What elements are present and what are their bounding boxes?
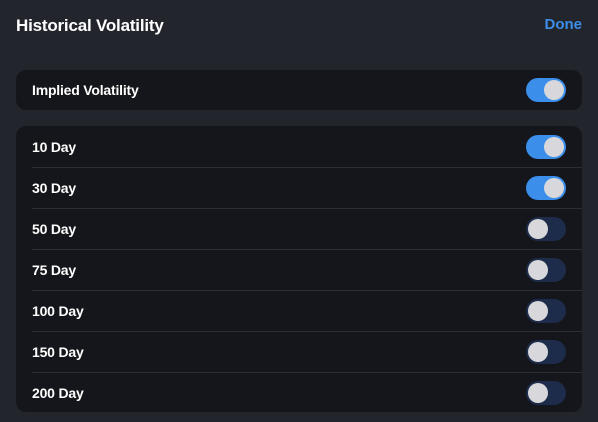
implied-volatility-toggle[interactable] [526, 78, 566, 102]
period-toggle-10-day[interactable] [526, 134, 566, 159]
page-title: Historical Volatility [16, 16, 164, 35]
period-row-75-day: 75 Day [16, 249, 582, 290]
toggle-knob [528, 259, 548, 280]
period-toggle-200-day[interactable] [526, 380, 566, 405]
period-label: 10 Day [32, 138, 76, 155]
done-button[interactable]: Done [544, 16, 583, 33]
period-row-200-day: 200 Day [16, 372, 582, 412]
period-row-10-day: 10 Day [16, 126, 582, 167]
period-label: 200 Day [32, 384, 84, 401]
period-row-30-day: 30 Day [16, 167, 582, 208]
period-row-150-day: 150 Day [16, 331, 582, 372]
implied-volatility-row: Implied Volatility [16, 70, 582, 110]
period-label: 100 Day [32, 302, 84, 319]
period-label: 50 Day [32, 220, 76, 237]
toggle-knob [528, 218, 548, 239]
period-row-50-day: 50 Day [16, 208, 582, 249]
toggle-knob [528, 382, 548, 403]
period-toggle-100-day[interactable] [526, 298, 566, 323]
period-toggle-150-day[interactable] [526, 339, 566, 364]
period-label: 150 Day [32, 343, 84, 360]
period-label: 30 Day [32, 179, 76, 196]
period-label: 75 Day [32, 261, 76, 278]
implied-volatility-card: Implied Volatility [16, 70, 582, 110]
period-toggle-75-day[interactable] [526, 257, 566, 282]
toggle-knob [544, 80, 564, 100]
implied-volatility-label: Implied Volatility [32, 82, 139, 98]
toggle-knob [528, 341, 548, 362]
toggle-knob [528, 300, 548, 321]
period-row-100-day: 100 Day [16, 290, 582, 331]
toggle-knob [544, 136, 564, 157]
toggle-knob [544, 177, 564, 198]
header: Historical Volatility Done [0, 0, 598, 50]
period-toggle-50-day[interactable] [526, 216, 566, 241]
historical-periods-card: 10 Day 30 Day 50 Day 75 Day 100 Day 150 … [16, 126, 582, 412]
period-toggle-30-day[interactable] [526, 175, 566, 200]
